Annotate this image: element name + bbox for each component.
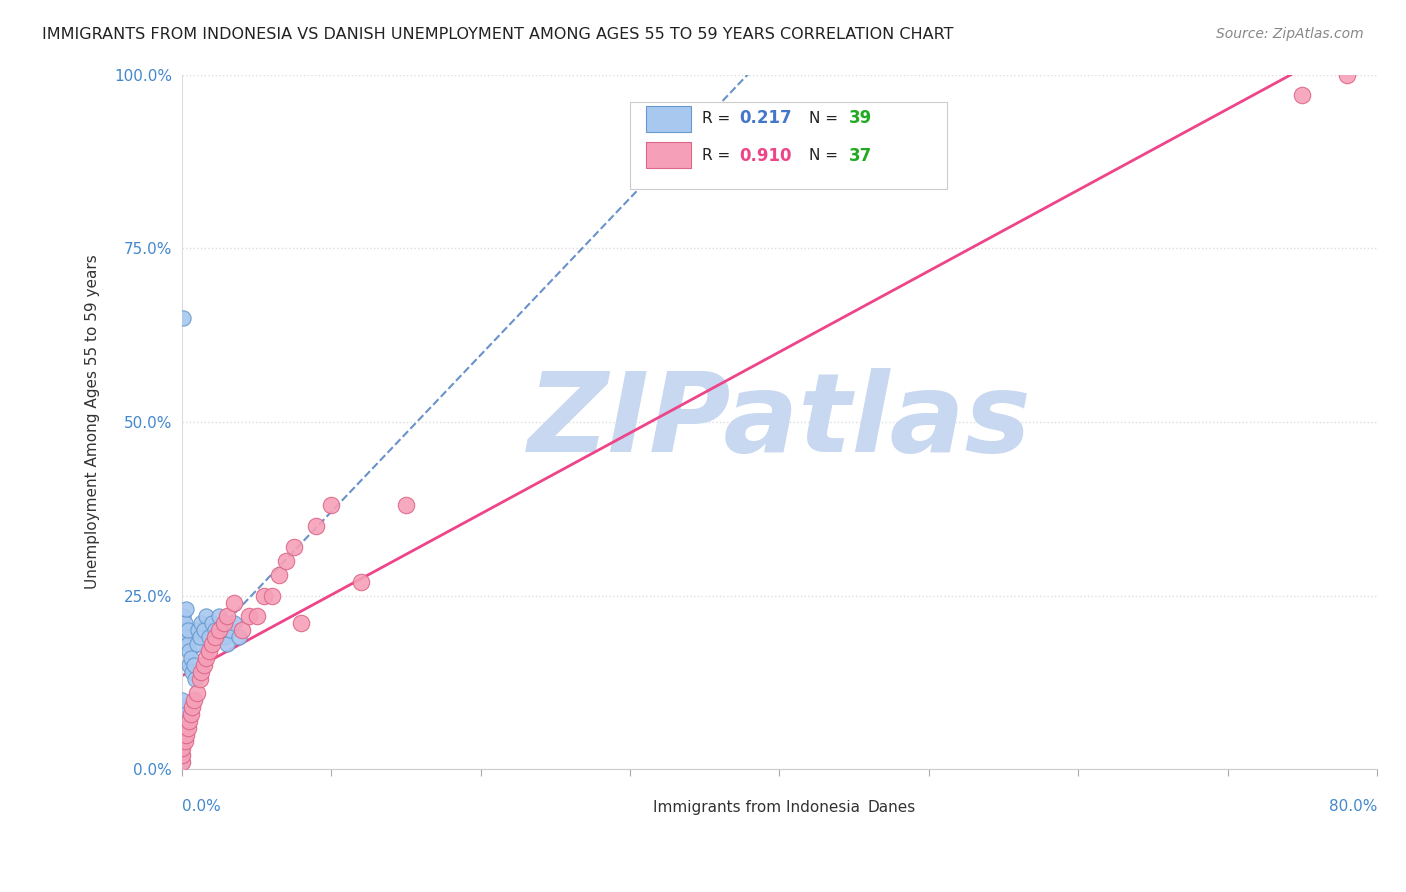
- Point: [170, 748, 193, 763]
- Text: IMMIGRANTS FROM INDONESIA VS DANISH UNEMPLOYMENT AMONG AGES 55 TO 59 YEARS CORRE: IMMIGRANTS FROM INDONESIA VS DANISH UNEM…: [42, 27, 953, 42]
- Point: [321, 498, 343, 512]
- Point: [290, 616, 312, 631]
- Point: [181, 699, 204, 714]
- Point: [177, 721, 200, 735]
- Point: [172, 310, 194, 325]
- Point: [181, 665, 204, 679]
- Text: 0.0%: 0.0%: [181, 799, 221, 814]
- Text: Danes: Danes: [868, 800, 917, 815]
- FancyBboxPatch shape: [606, 797, 644, 816]
- Point: [224, 595, 246, 609]
- Point: [194, 609, 217, 624]
- FancyBboxPatch shape: [821, 797, 859, 816]
- Point: [267, 567, 290, 582]
- Point: [187, 624, 209, 638]
- Point: [170, 741, 193, 756]
- Point: [170, 714, 193, 728]
- Point: [228, 630, 250, 644]
- Text: Immigrants from Indonesia: Immigrants from Indonesia: [652, 800, 859, 815]
- Point: [193, 624, 215, 638]
- Point: [184, 672, 207, 686]
- Point: [174, 624, 197, 638]
- Point: [177, 624, 200, 638]
- Point: [224, 616, 246, 631]
- Point: [176, 727, 198, 741]
- Text: 0.910: 0.910: [738, 147, 792, 165]
- Point: [170, 693, 193, 707]
- Point: [212, 616, 235, 631]
- Point: [395, 498, 418, 512]
- Point: [179, 658, 201, 673]
- Point: [174, 734, 197, 748]
- Text: 0.217: 0.217: [738, 110, 792, 128]
- FancyBboxPatch shape: [630, 103, 946, 189]
- Point: [176, 630, 198, 644]
- Text: 80.0%: 80.0%: [1329, 799, 1376, 814]
- Point: [201, 616, 224, 631]
- Point: [183, 693, 205, 707]
- Point: [350, 574, 373, 589]
- Point: [188, 672, 211, 686]
- Point: [170, 721, 193, 735]
- Text: N =: N =: [810, 148, 844, 163]
- Point: [208, 624, 231, 638]
- Point: [190, 665, 212, 679]
- Point: [170, 727, 193, 741]
- Y-axis label: Unemployment Among Ages 55 to 59 years: Unemployment Among Ages 55 to 59 years: [86, 254, 100, 590]
- Point: [170, 706, 193, 721]
- Point: [186, 637, 208, 651]
- Text: ZIPatlas: ZIPatlas: [527, 368, 1031, 475]
- Point: [177, 637, 200, 651]
- Point: [260, 589, 283, 603]
- Point: [180, 651, 202, 665]
- Point: [183, 658, 205, 673]
- Point: [170, 748, 193, 763]
- Point: [215, 637, 238, 651]
- Point: [1291, 88, 1313, 103]
- Point: [253, 589, 276, 603]
- Point: [198, 644, 221, 658]
- Point: [174, 616, 197, 631]
- Point: [215, 609, 238, 624]
- Point: [231, 624, 253, 638]
- Point: [204, 630, 226, 644]
- Point: [212, 630, 235, 644]
- FancyBboxPatch shape: [645, 106, 690, 132]
- Text: R =: R =: [702, 148, 735, 163]
- Text: 37: 37: [849, 147, 872, 165]
- Point: [208, 609, 231, 624]
- Point: [172, 609, 194, 624]
- Point: [180, 706, 202, 721]
- Point: [170, 699, 193, 714]
- Point: [198, 630, 221, 644]
- FancyBboxPatch shape: [645, 142, 690, 169]
- Point: [283, 540, 305, 554]
- Point: [193, 658, 215, 673]
- Point: [176, 602, 198, 616]
- Text: R =: R =: [702, 111, 735, 126]
- Point: [1336, 68, 1358, 82]
- Point: [246, 609, 269, 624]
- Text: 39: 39: [849, 110, 872, 128]
- Point: [218, 624, 240, 638]
- Text: Source: ZipAtlas.com: Source: ZipAtlas.com: [1216, 27, 1364, 41]
- Point: [179, 644, 201, 658]
- Point: [194, 651, 217, 665]
- Point: [201, 637, 224, 651]
- Point: [186, 686, 208, 700]
- Point: [276, 554, 298, 568]
- Point: [170, 741, 193, 756]
- Point: [170, 756, 193, 770]
- Point: [170, 734, 193, 748]
- Point: [190, 616, 212, 631]
- Point: [188, 630, 211, 644]
- Point: [170, 756, 193, 770]
- Point: [179, 714, 201, 728]
- Point: [204, 624, 226, 638]
- Point: [305, 519, 328, 533]
- Text: N =: N =: [810, 111, 844, 126]
- Point: [238, 609, 260, 624]
